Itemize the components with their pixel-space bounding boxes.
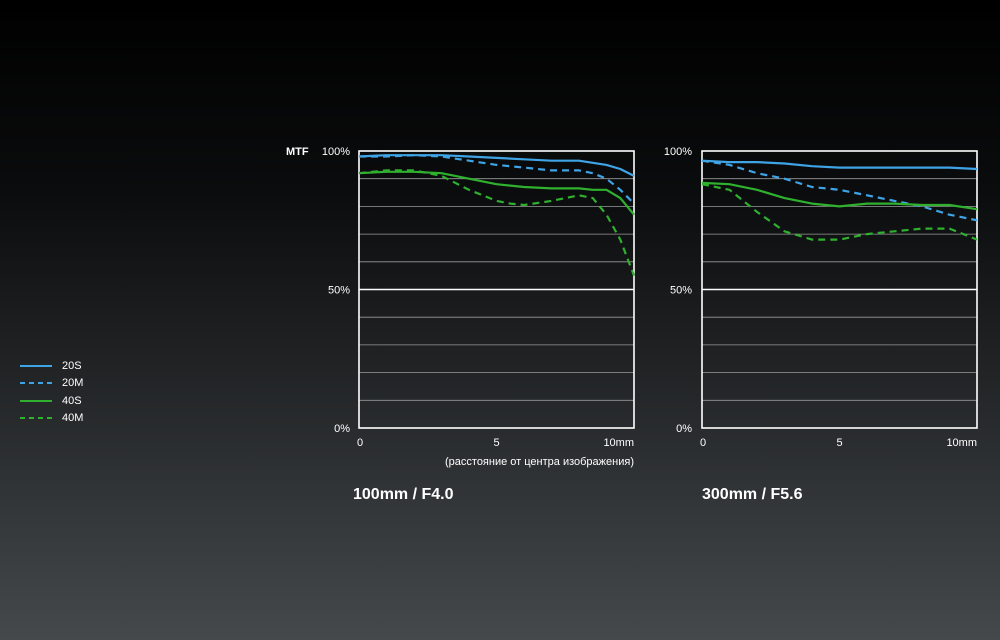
legend-label-20s: 20S xyxy=(62,359,82,372)
legend: 20S 20M 40S 40M xyxy=(20,357,140,427)
y-tick-label: 100% xyxy=(664,146,692,158)
y-tick-label: 50% xyxy=(328,285,350,297)
series-40m-line xyxy=(358,169,636,276)
series-20m-line xyxy=(701,159,978,222)
legend-swatch-20s xyxy=(20,364,52,367)
plot-frame xyxy=(358,150,635,429)
y-tick-label: 0% xyxy=(334,423,350,435)
x-axis-label: (расстояние от центра изображения) xyxy=(445,456,634,468)
legend-item-20m: 20M xyxy=(20,375,140,393)
x-tick-label: 0 xyxy=(700,437,706,449)
legend-label-20m: 20M xyxy=(62,377,84,390)
y-tick-label: 100% xyxy=(322,146,350,158)
series-40s-line xyxy=(701,181,978,211)
y-axis-label: MTF xyxy=(286,146,309,158)
plot-frame xyxy=(701,150,978,429)
legend-swatch-40s xyxy=(20,399,52,402)
legend-swatch-20m xyxy=(20,382,52,385)
legend-label-40m: 40M xyxy=(62,412,84,425)
series-40m-line xyxy=(701,183,978,241)
legend-label-40s: 40S xyxy=(62,394,82,407)
chart-1: 100% 50% 0% 0 5 10mm MTF (расстояние от центра … xyxy=(286,146,636,503)
legend-item-40s: 40S xyxy=(20,392,140,410)
y-tick-label: 50% xyxy=(670,285,692,297)
chart-2: 100% 50% 0% 0 5 10mm 300mm / F5.6 xyxy=(664,146,978,503)
chart-title: 300mm / F5.6 xyxy=(702,486,803,503)
legend-item-20s: 20S xyxy=(20,357,140,375)
x-tick-label: 5 xyxy=(493,437,499,449)
x-tick-label: 5 xyxy=(836,437,842,449)
x-tick-label: 0 xyxy=(357,437,363,449)
y-tick-label: 0% xyxy=(676,423,692,435)
series-20s-line xyxy=(701,159,978,171)
chart-title: 100mm / F4.0 xyxy=(353,486,454,503)
legend-item-40m: 40M xyxy=(20,410,140,428)
legend-swatch-40m xyxy=(20,417,52,420)
x-tick-label: 10mm xyxy=(946,437,977,449)
series-40s-line xyxy=(358,170,635,216)
x-tick-label: 10mm xyxy=(603,437,634,449)
